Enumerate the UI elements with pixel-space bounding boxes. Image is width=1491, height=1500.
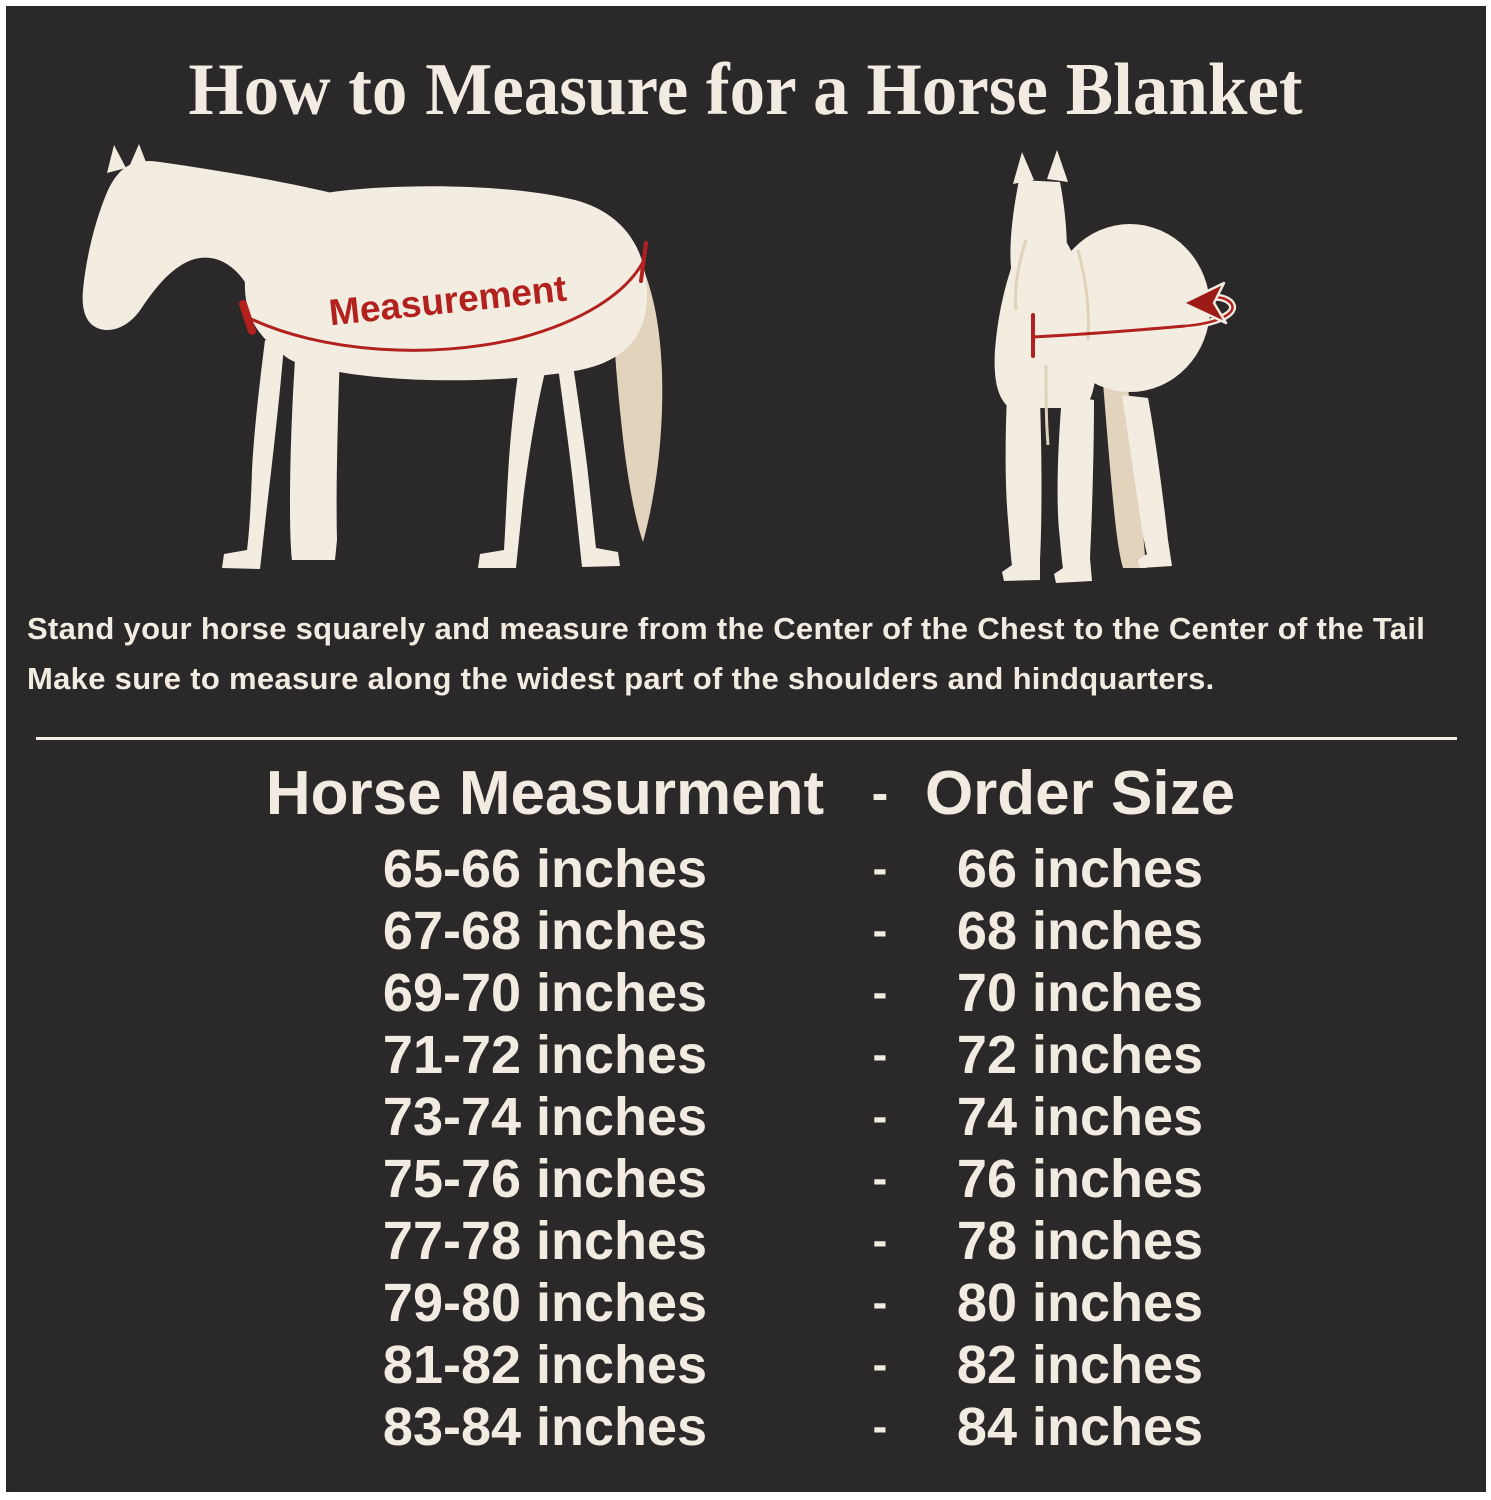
separator-cell: - bbox=[872, 844, 888, 893]
girth-line bbox=[1032, 324, 1186, 339]
horse-ears-front bbox=[1013, 150, 1068, 184]
separator-cell: - bbox=[872, 1402, 888, 1451]
order-size-cell: 74 inches bbox=[956, 1087, 1204, 1147]
measurement-cell: 73-74 inches bbox=[382, 1087, 708, 1147]
horse-hind-leg-shaded bbox=[1102, 370, 1146, 568]
measurement-cell: 79-80 inches bbox=[382, 1273, 708, 1333]
order-size-cell: 82 inches bbox=[956, 1335, 1204, 1395]
table-header-row: Horse Measurment - Order Size bbox=[0, 754, 1491, 832]
header-order: Order Size bbox=[924, 758, 1236, 828]
instruction-text: Stand your horse squarely and measure fr… bbox=[27, 604, 1487, 704]
instruction-line-2: Make sure to measure along the widest pa… bbox=[27, 661, 1215, 696]
front-view-horse-illustration bbox=[994, 150, 1236, 583]
separator-cell: - bbox=[872, 1030, 888, 1079]
table-row: 71-72 inches - 72 inches bbox=[0, 1024, 1491, 1086]
horse-front-legs bbox=[1002, 395, 1172, 583]
instruction-line-1: Stand your horse squarely and measure fr… bbox=[27, 611, 1426, 646]
measurement-cell: 67-68 inches bbox=[382, 901, 708, 961]
horse-body bbox=[244, 186, 648, 381]
separator-cell: - bbox=[872, 968, 888, 1017]
separator-cell: - bbox=[872, 906, 888, 955]
header-separator: - bbox=[871, 765, 889, 821]
order-size-cell: 76 inches bbox=[956, 1149, 1204, 1209]
order-size-cell: 80 inches bbox=[956, 1273, 1204, 1333]
measurement-cell: 77-78 inches bbox=[382, 1211, 708, 1271]
section-divider bbox=[36, 737, 1457, 740]
measurement-cell: 75-76 inches bbox=[382, 1149, 708, 1209]
table-row: 65-66 inches - 66 inches bbox=[0, 838, 1491, 900]
measurement-cell: 83-84 inches bbox=[382, 1397, 708, 1457]
page-title: How to Measure for a Horse Blanket bbox=[188, 49, 1303, 131]
rotation-arrow-icon bbox=[1181, 281, 1228, 325]
separator-cell: - bbox=[872, 1154, 888, 1203]
side-view-horse-illustration: Measurement bbox=[82, 144, 663, 569]
horse-shading-lines bbox=[1014, 239, 1090, 446]
separator-cell: - bbox=[872, 1340, 888, 1389]
table-row: 75-76 inches - 76 inches bbox=[0, 1148, 1491, 1210]
size-chart-table: Horse Measurment - Order Size 65-66 inch… bbox=[0, 754, 1491, 1458]
separator-cell: - bbox=[872, 1278, 888, 1327]
table-row: 83-84 inches - 84 inches bbox=[0, 1396, 1491, 1458]
order-size-cell: 66 inches bbox=[956, 839, 1204, 899]
measurement-tick-chest bbox=[239, 300, 256, 335]
table-row: 81-82 inches - 82 inches bbox=[0, 1334, 1491, 1396]
order-size-cell: 84 inches bbox=[956, 1397, 1204, 1457]
table-row: 77-78 inches - 78 inches bbox=[0, 1210, 1491, 1272]
measurement-line bbox=[248, 261, 645, 352]
separator-cell: - bbox=[872, 1092, 888, 1141]
horse-head-front bbox=[1010, 180, 1067, 299]
measurement-cell: 65-66 inches bbox=[382, 839, 708, 899]
table-row: 73-74 inches - 74 inches bbox=[0, 1086, 1491, 1148]
table-row: 69-70 inches - 70 inches bbox=[0, 962, 1491, 1024]
measurement-cell: 81-82 inches bbox=[382, 1335, 708, 1395]
horse-legs bbox=[222, 340, 620, 569]
order-size-cell: 78 inches bbox=[956, 1211, 1204, 1271]
order-size-cell: 72 inches bbox=[956, 1025, 1204, 1085]
table-row: 79-80 inches - 80 inches bbox=[0, 1272, 1491, 1334]
measurement-tick-tail bbox=[639, 241, 648, 283]
horse-figures: Measurement bbox=[82, 144, 1236, 583]
header-measurement: Horse Measurment bbox=[265, 758, 825, 828]
measurement-cell: 71-72 inches bbox=[382, 1025, 708, 1085]
separator-cell: - bbox=[872, 1216, 888, 1265]
order-size-cell: 70 inches bbox=[956, 963, 1204, 1023]
measurement-cell: 69-70 inches bbox=[382, 963, 708, 1023]
table-row: 67-68 inches - 68 inches bbox=[0, 900, 1491, 962]
order-size-cell: 68 inches bbox=[956, 901, 1204, 961]
